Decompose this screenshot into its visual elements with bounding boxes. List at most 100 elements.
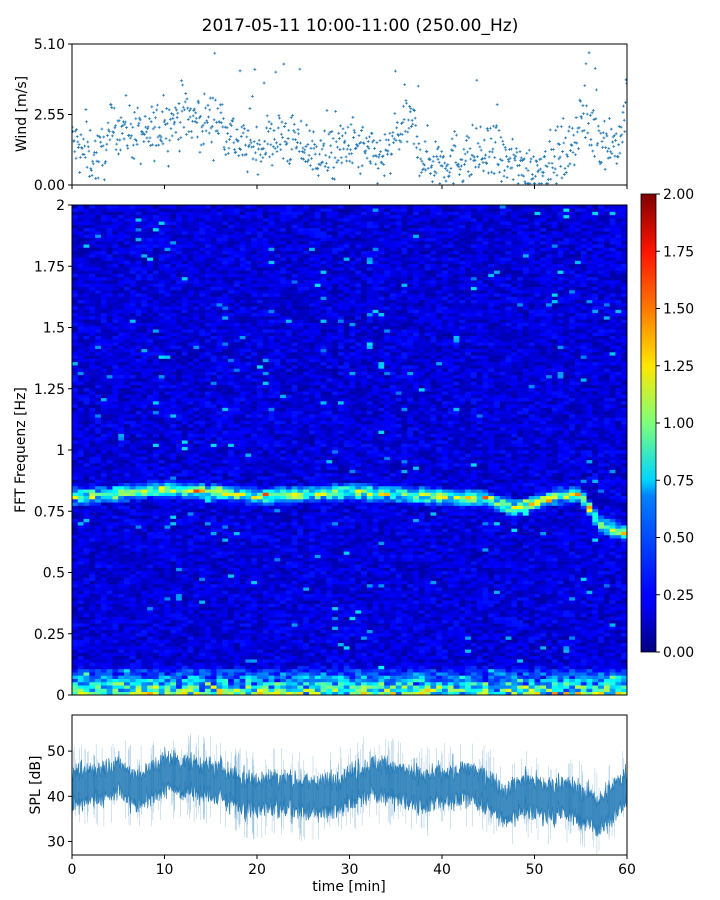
spectrogram-cell [199, 499, 206, 503]
spectrogram-cell [135, 600, 142, 604]
spectrogram-cell [83, 685, 90, 689]
spectrogram-cell [147, 443, 154, 448]
spectrogram-cell [72, 267, 79, 271]
spectrogram-cell [170, 312, 177, 317]
spectrogram-cell [187, 610, 194, 614]
spectrogram-cell [124, 263, 131, 268]
spectrogram-cell [83, 335, 90, 340]
wind-point [506, 165, 510, 169]
spectrogram-cell [210, 567, 217, 572]
wind-point [142, 140, 146, 144]
spectrogram-cell [129, 613, 136, 617]
spectrogram-cell [89, 397, 96, 402]
spectrogram-cell [193, 479, 200, 483]
wind-point [303, 148, 307, 152]
spectrogram-cell [95, 681, 102, 686]
wind-point [401, 120, 405, 124]
spectrogram-cell [204, 283, 212, 287]
spectrogram-cell [72, 587, 79, 591]
spectrogram-cell [118, 525, 125, 529]
spectrogram-cell [118, 649, 125, 653]
spectrogram-cell [176, 237, 183, 242]
spectrogram-cell [124, 564, 131, 568]
spectrogram-cell [216, 492, 223, 497]
spectrogram-cell [210, 626, 217, 630]
wind-point [249, 138, 252, 142]
wind-point [128, 104, 132, 107]
spectrogram-cell [129, 688, 136, 693]
spectrogram-cell [95, 646, 102, 650]
spectrogram-cell [77, 476, 84, 480]
spectrogram-cell [100, 642, 108, 647]
spectrogram-cell [147, 352, 154, 356]
wind-point [278, 116, 281, 120]
spectrogram-cell [170, 655, 177, 660]
spectrogram-cell [95, 299, 102, 304]
wind-point [93, 139, 97, 143]
spectrogram-cell [181, 338, 189, 343]
spectrogram-cell [176, 636, 183, 640]
spectrogram-cell [106, 512, 113, 516]
spectrogram-cell [193, 306, 200, 310]
spectrogram-cell [199, 303, 206, 307]
wind-point [201, 129, 204, 133]
spectrogram-cell [193, 231, 200, 235]
wind-point [600, 140, 604, 143]
spectrogram-cell [199, 218, 206, 222]
wind-point [249, 141, 253, 145]
wind-point [162, 93, 165, 97]
spectrogram-cell [158, 554, 165, 559]
spectrogram-cell [129, 378, 136, 382]
spectrogram-cell [89, 240, 96, 245]
spectrogram-cell [216, 335, 223, 340]
spectrogram-cell [124, 208, 131, 212]
wind-point [299, 141, 302, 145]
spectrogram-cell [204, 672, 212, 676]
wind-point [233, 148, 236, 152]
spectrogram-cell [199, 224, 206, 229]
spectrogram-cell [124, 583, 131, 588]
spectrogram-cell [210, 515, 217, 519]
spectrogram-cell [95, 387, 102, 392]
spectrogram-cell [106, 273, 113, 278]
spectrogram-cell [147, 283, 154, 287]
spectrogram-cell [187, 345, 194, 350]
spectrogram-cell [95, 211, 102, 216]
spectrogram-cell [170, 668, 177, 673]
spectrogram-cell [193, 348, 200, 353]
spectrogram-cell [72, 270, 79, 274]
spectrogram-cell [106, 384, 113, 389]
spectrogram-cell [193, 345, 200, 350]
spectrogram-cell [187, 299, 194, 304]
spectrogram-cell [77, 459, 84, 464]
spectrogram-cell [100, 436, 108, 441]
wind-point [118, 138, 122, 142]
spectrogram-cell [129, 564, 136, 568]
spectrogram-cell [141, 250, 148, 255]
spectrogram-cell [147, 332, 154, 336]
wind-point [388, 131, 392, 135]
spectrogram-cell [135, 659, 142, 663]
spectrogram-cell [95, 335, 102, 340]
spectrogram-cell [129, 407, 136, 412]
spectrogram-cell [199, 525, 206, 529]
spectrogram-cell [158, 681, 165, 686]
spectrogram-cell [222, 231, 229, 235]
spectrogram-cell [83, 606, 90, 611]
spectrogram-cell [141, 368, 148, 372]
wind-point [125, 126, 128, 129]
spectrogram-cell [72, 495, 79, 500]
spectrogram-cell [158, 548, 165, 552]
wind-point [403, 129, 407, 133]
wind-point [424, 168, 428, 172]
spectrogram-cell [147, 397, 154, 402]
spectrogram-cell [158, 335, 165, 340]
spectrogram-cell [77, 342, 84, 346]
spectrogram-cell [83, 499, 90, 503]
spectrogram-cell [129, 678, 136, 683]
spectrogram-cell [158, 319, 165, 323]
spectrogram-cell [176, 495, 183, 500]
wind-point [400, 133, 404, 136]
spectrogram-cell [106, 436, 113, 441]
spectrogram-cell [106, 283, 113, 287]
